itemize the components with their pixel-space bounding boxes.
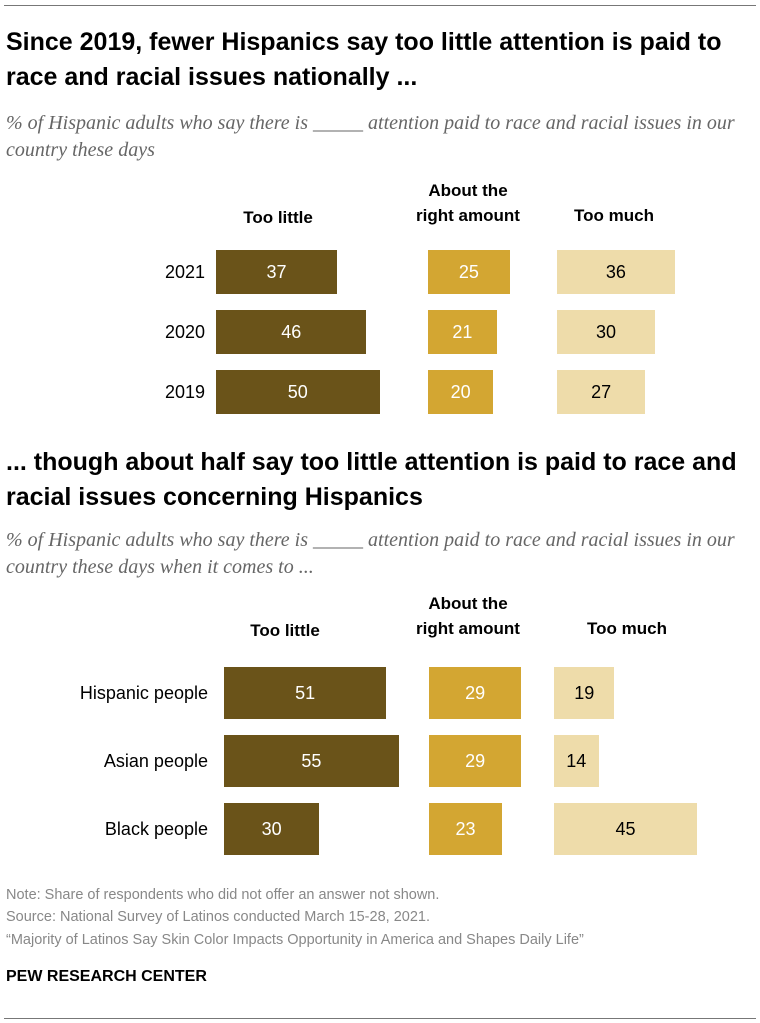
chart2-title: ... though about half say too little att… bbox=[6, 448, 737, 511]
row-label: 2021 bbox=[164, 262, 205, 282]
bar-too-much: 45 bbox=[554, 803, 698, 855]
row-label: 2019 bbox=[164, 382, 205, 402]
bar-too-much: 30 bbox=[557, 310, 656, 354]
source-text: Source: National Survey of Latinos condu… bbox=[6, 909, 430, 925]
chart2-subtitle: % of Hispanic adults who say there is __… bbox=[6, 529, 735, 578]
column-header-right-amount: About the right amount bbox=[416, 594, 520, 638]
bar-right-amount: 29 bbox=[429, 735, 522, 787]
row-label: Asian people bbox=[103, 751, 208, 771]
row-label: Black people bbox=[104, 819, 208, 839]
bar-too-little: 37 bbox=[216, 250, 337, 294]
bar-too-little: 50 bbox=[216, 370, 380, 414]
bar-right-amount: 20 bbox=[428, 370, 494, 414]
bar-too-much: 19 bbox=[554, 667, 615, 719]
top-rule bbox=[4, 5, 756, 6]
bottom-rule bbox=[4, 1018, 756, 1019]
bar-right-amount: 29 bbox=[429, 667, 522, 719]
column-header-too-little: Too little bbox=[243, 208, 313, 227]
note-text: Note: Share of respondents who did not o… bbox=[6, 887, 440, 903]
report-title-text: “Majority of Latinos Say Skin Color Impa… bbox=[6, 932, 584, 948]
bar-right-amount: 23 bbox=[429, 803, 503, 855]
bar-right-amount: 25 bbox=[428, 250, 510, 294]
bar-too-little: 46 bbox=[216, 310, 367, 354]
bar-too-much: 36 bbox=[557, 250, 675, 294]
bar-too-little: 55 bbox=[224, 735, 399, 787]
bar-too-much: 14 bbox=[554, 735, 599, 787]
bar-too-much: 27 bbox=[557, 370, 646, 414]
column-header-too-much: Too much bbox=[587, 619, 667, 638]
row-label: Hispanic people bbox=[79, 683, 208, 703]
bar-right-amount: 21 bbox=[428, 310, 497, 354]
bar-too-little: 30 bbox=[224, 803, 320, 855]
pew-brand: PEW RESEARCH CENTER bbox=[6, 968, 207, 985]
bar-too-little: 51 bbox=[224, 667, 387, 719]
column-header-too-little: Too little bbox=[250, 621, 320, 640]
row-label: 2020 bbox=[164, 322, 205, 342]
chart1-title: Since 2019, fewer Hispanics say too litt… bbox=[6, 28, 722, 91]
column-header-right-amount: About the right amount bbox=[416, 181, 520, 225]
chart1-subtitle: % of Hispanic adults who say there is __… bbox=[6, 112, 735, 161]
column-header-too-much: Too much bbox=[574, 206, 654, 225]
